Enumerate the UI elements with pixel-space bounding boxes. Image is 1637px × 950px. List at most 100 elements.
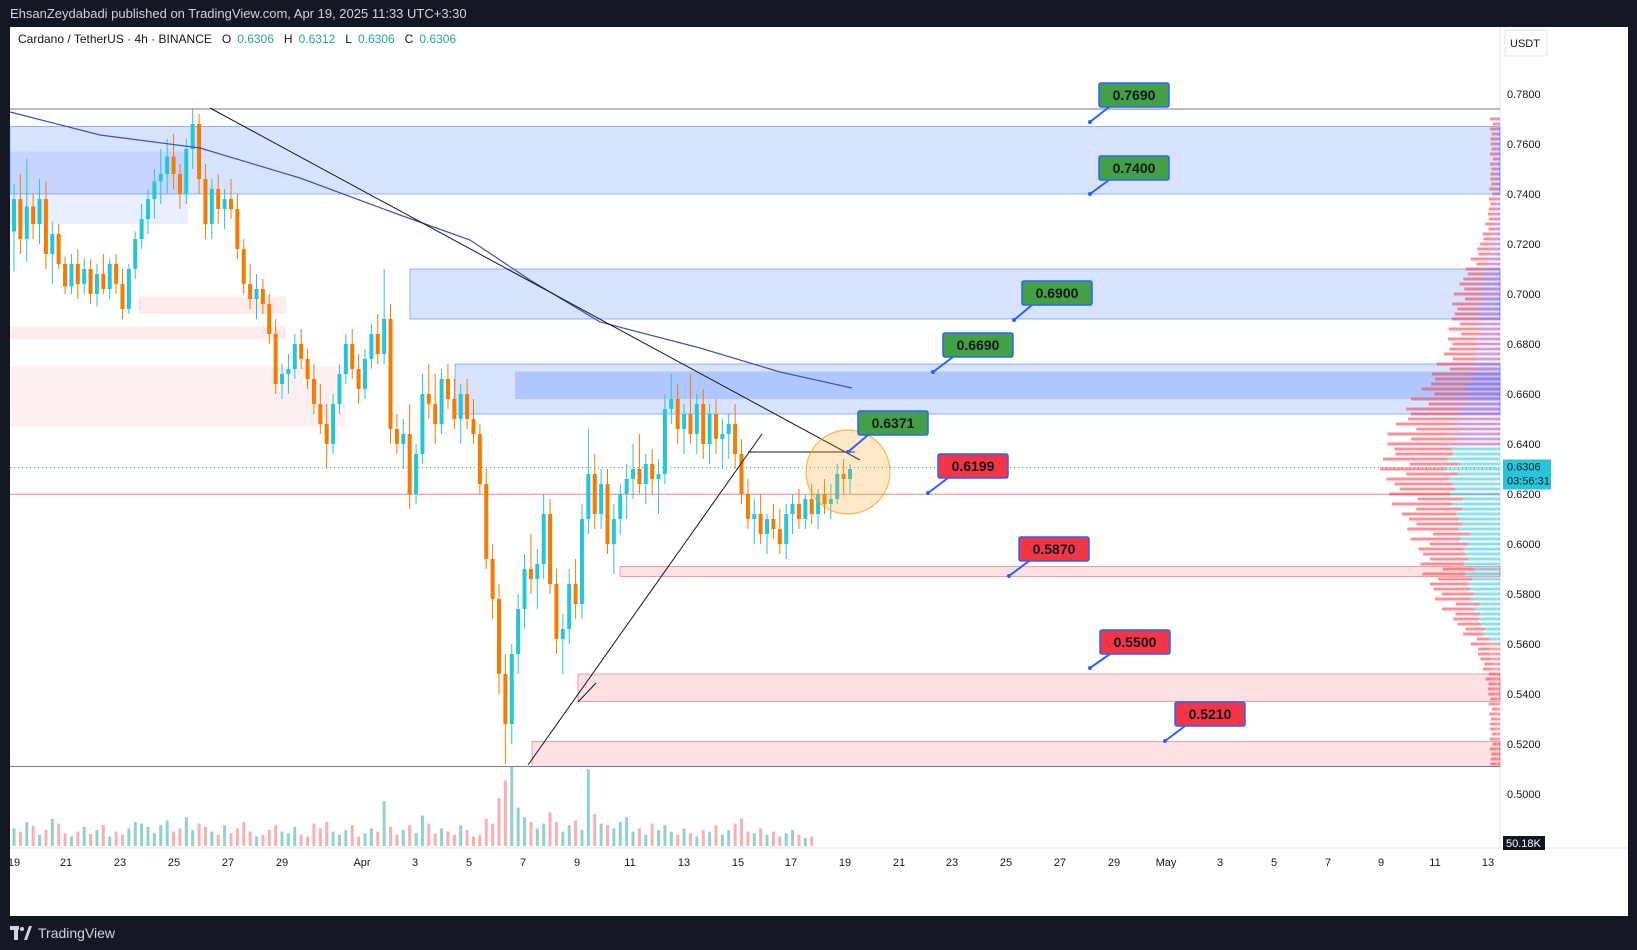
volume-profile-bar	[1482, 667, 1493, 671]
candle-body	[120, 284, 125, 309]
volume-bar	[12, 828, 16, 846]
callout-anchor	[846, 450, 850, 454]
volume-profile-bar	[1480, 242, 1492, 246]
candle-body	[139, 219, 144, 239]
symbol-name[interactable]: Cardano / TetherUS · 4h · BINANCE	[18, 32, 212, 46]
support-zone	[577, 673, 1501, 702]
volume-bar	[312, 823, 316, 846]
candle-body	[643, 464, 648, 484]
volume-bar	[529, 822, 533, 846]
volume-bar	[242, 822, 246, 846]
volume-profile-bar	[1465, 627, 1485, 631]
volume-profile-bar	[1449, 442, 1500, 446]
left-blue-box	[10, 151, 188, 224]
volume-profile-bar	[1459, 397, 1500, 401]
resistance-zone	[9, 126, 1501, 195]
volume-profile-bar	[1394, 447, 1453, 451]
volume-profile-bar	[1478, 317, 1500, 321]
candle-body	[37, 199, 42, 224]
volume-profile-bar	[1468, 382, 1500, 386]
volume-bar	[133, 822, 137, 846]
candle-body	[190, 124, 195, 149]
candle-body	[758, 514, 763, 534]
volume-bar	[503, 780, 507, 846]
price-callout: 0.6690	[931, 332, 1014, 374]
volume-profile-bar	[1470, 257, 1487, 261]
volume-bar	[389, 826, 393, 846]
volume-profile-bar	[1490, 722, 1496, 726]
volume-profile-bar	[1490, 727, 1496, 731]
volume-label: 50.18K	[1506, 838, 1542, 850]
price-callout: 0.5870	[1007, 536, 1090, 578]
candle-body	[158, 174, 163, 182]
volume-bar	[140, 823, 144, 846]
time-tick: 3	[412, 857, 418, 869]
volume-profile-bar	[1421, 387, 1465, 391]
volume-profile-bar	[1488, 692, 1495, 696]
volume-profile-bar	[1400, 487, 1456, 491]
candle-body	[216, 189, 221, 209]
volume-profile-bar	[1495, 697, 1500, 701]
price-tick: 0.5000	[1507, 789, 1541, 801]
candle-body	[509, 654, 514, 724]
candle-body	[222, 199, 227, 209]
callout-pointer	[1164, 725, 1186, 742]
volume-bar	[318, 828, 322, 846]
candle-body	[305, 359, 310, 379]
volume-profile-bar	[1495, 152, 1500, 156]
volume-profile-bar	[1494, 207, 1500, 211]
callout-anchor	[1088, 192, 1092, 196]
volume-bar	[797, 834, 801, 846]
volume-profile-bar	[1489, 262, 1500, 266]
volume-bar	[382, 801, 386, 846]
time-tick: 9	[1378, 857, 1384, 869]
publisher-text: EhsanZeydabadi published on TradingView.…	[10, 6, 467, 21]
volume-bar	[299, 834, 303, 846]
callout-box	[1174, 701, 1246, 727]
volume-profile-bar	[1485, 222, 1494, 226]
candle-body	[771, 519, 776, 529]
volume-bar	[76, 831, 80, 846]
volume-profile-bar	[1408, 417, 1459, 421]
candle-body	[579, 519, 584, 604]
volume-profile-bar	[1422, 572, 1466, 576]
volume-profile-bar	[1490, 647, 1500, 651]
volume-profile-bar	[1448, 327, 1477, 331]
volume-profile-bar	[1383, 457, 1448, 461]
volume-profile-bar	[1479, 612, 1500, 616]
volume-profile-bar	[1491, 182, 1497, 186]
volume-profile-bar	[1470, 377, 1500, 381]
high-value: 0.6312	[298, 32, 336, 46]
volume-profile-bar	[1395, 452, 1453, 456]
volume-bar	[267, 830, 271, 846]
left-pink-box	[10, 366, 345, 427]
volume-bar	[101, 825, 105, 846]
volume-profile-bar	[1471, 362, 1500, 366]
volume-profile-bar	[1465, 552, 1500, 556]
chart-panel[interactable]	[10, 27, 1628, 916]
volume-bar	[491, 823, 495, 846]
callout-label: 0.5500	[1114, 634, 1157, 650]
volume-bar	[535, 828, 539, 846]
volume-bar	[465, 830, 469, 846]
open-value: 0.6306	[237, 32, 274, 46]
volume-profile-bar	[1490, 652, 1500, 656]
volume-bar	[69, 836, 73, 846]
price-tick: 0.7200	[1507, 239, 1541, 251]
candle-body	[318, 404, 323, 424]
callout-label: 0.5870	[1033, 541, 1076, 557]
volume-profile-bar	[1495, 137, 1500, 141]
volume-bar	[682, 828, 686, 846]
candle-body	[414, 454, 419, 494]
callout-anchor	[926, 491, 930, 495]
volume-profile-bar	[1495, 757, 1500, 761]
candle-body	[369, 334, 374, 359]
volume-profile-bar	[1496, 707, 1500, 711]
candle-body	[24, 206, 29, 239]
volume-bar	[471, 836, 475, 846]
footer-brand[interactable]: TradingView	[38, 925, 116, 941]
volume-profile-bar	[1409, 517, 1460, 521]
volume-profile-bar	[1495, 127, 1500, 131]
candle-body	[752, 514, 757, 519]
